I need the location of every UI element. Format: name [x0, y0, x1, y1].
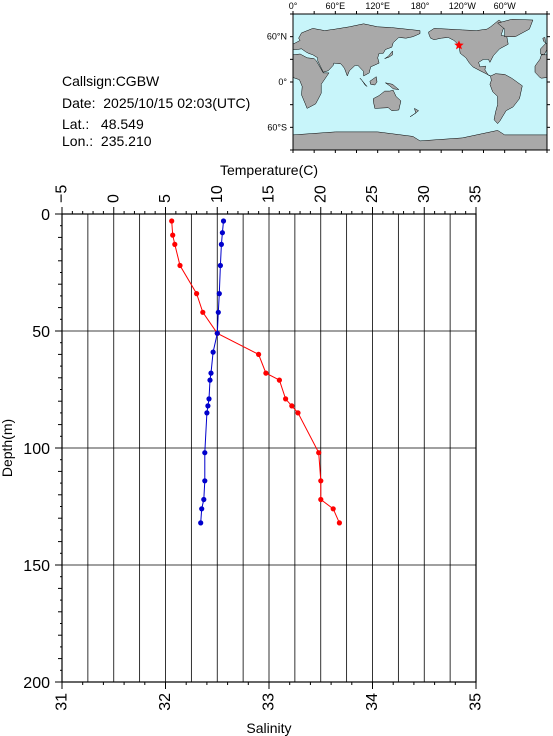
data-point-salinity — [202, 450, 208, 456]
data-point-temperature — [316, 450, 322, 456]
series-temperature — [169, 218, 342, 526]
land-greenland — [497, 19, 534, 37]
depth-axis-title: Depth(m) — [0, 419, 15, 477]
data-point-temperature — [318, 496, 324, 503]
data-point-salinity — [198, 520, 204, 526]
salinity-tick-label: 31 — [54, 693, 71, 711]
data-point-temperature — [169, 218, 175, 224]
temperature-tick-label: 5 — [157, 194, 174, 203]
data-point-temperature — [330, 506, 336, 512]
temperature-tick-label: −5 — [54, 185, 71, 203]
data-point-salinity — [204, 410, 210, 416]
date-label: Date: 2025/10/15 02:03(UTC) — [62, 95, 251, 111]
temperature-tick-label: 0 — [105, 194, 122, 203]
longitude-label: Lon.: 235.210 — [62, 133, 152, 149]
data-point-salinity — [201, 496, 207, 503]
data-point-temperature — [289, 403, 295, 409]
temperature-tick-label: 35 — [468, 185, 485, 203]
salinity-axis-title: Salinity — [246, 720, 291, 736]
data-point-temperature — [177, 262, 183, 269]
data-point-temperature — [318, 478, 324, 484]
data-point-temperature — [256, 351, 262, 357]
depth-tick-label: 200 — [23, 675, 50, 692]
data-point-salinity — [206, 396, 212, 402]
land-new-zealand — [409, 107, 420, 118]
data-point-salinity — [207, 377, 213, 383]
data-point-temperature — [295, 410, 301, 416]
data-point-temperature — [283, 396, 289, 402]
land-sumatra — [359, 78, 368, 87]
temperature-tick-label: 10 — [209, 185, 226, 203]
depth-tick-label: 150 — [23, 558, 50, 575]
land-borneo — [369, 76, 378, 86]
series-salinity — [198, 218, 227, 526]
data-point-salinity — [218, 241, 224, 247]
map-lat-label: 60°N — [267, 32, 287, 42]
map-lon-label: 180° — [411, 1, 430, 11]
data-point-temperature — [200, 309, 206, 315]
temperature-tick-label: 30 — [416, 185, 433, 203]
salinity-tick-label: 35 — [468, 693, 485, 711]
data-point-temperature — [336, 520, 342, 526]
land-australia — [373, 90, 402, 111]
land-europe-west — [540, 37, 548, 56]
temperature-axis-title: Temperature(C) — [220, 162, 318, 178]
map-lon-label: 120°W — [449, 1, 477, 11]
data-point-salinity — [210, 349, 216, 355]
callsign-label: Callsign:CGBW — [62, 73, 160, 89]
data-point-temperature — [263, 370, 269, 376]
star-icon — [454, 40, 464, 50]
land-eurasia — [292, 23, 421, 77]
land-japan — [384, 50, 393, 59]
data-point-temperature — [170, 232, 176, 238]
depth-tick-label: 100 — [23, 441, 50, 458]
land-south-america — [489, 73, 523, 124]
salinity-tick-label: 33 — [261, 693, 278, 711]
data-point-salinity — [220, 218, 227, 224]
land-new-guinea — [385, 82, 400, 90]
map-lon-label: 60°E — [326, 1, 346, 11]
salinity-tick-label: 34 — [364, 693, 381, 711]
data-point-salinity — [217, 262, 223, 269]
data-point-salinity — [202, 478, 208, 484]
land-north-america — [428, 19, 509, 77]
salinity-tick-label: 32 — [157, 693, 174, 711]
map-lat-label: 60°S — [267, 122, 287, 132]
depth-tick-label: 0 — [41, 207, 50, 224]
data-point-salinity — [208, 370, 214, 376]
data-point-salinity — [215, 309, 221, 315]
series-line-temperature — [171, 220, 340, 524]
data-point-salinity — [214, 330, 220, 336]
data-point-salinity — [199, 506, 205, 512]
data-point-temperature — [276, 377, 282, 383]
latitude-label: Lat.: 48.549 — [62, 116, 144, 132]
temperature-tick-label: 15 — [261, 185, 278, 203]
data-point-temperature — [194, 291, 200, 297]
map-lon-label: 0° — [289, 1, 298, 11]
map-lat-label: 0° — [278, 77, 287, 87]
map-lon-label: 60°W — [494, 1, 517, 11]
data-point-salinity — [205, 403, 211, 409]
map-lon-label: 120°E — [365, 1, 390, 11]
temperature-tick-label: 20 — [312, 185, 329, 203]
data-point-salinity — [216, 291, 222, 297]
data-point-temperature — [172, 241, 178, 247]
land-africa-east — [292, 53, 330, 109]
world-map: 0° 60°E 120°E 180° 120°W 60°W 60°N 0° 60°S — [267, 1, 550, 153]
land-africa-west — [534, 54, 548, 79]
temperature-tick-label: 25 — [364, 185, 381, 203]
depth-tick-label: 50 — [32, 324, 50, 341]
data-point-salinity — [219, 230, 225, 236]
series-line-salinity — [200, 220, 224, 523]
